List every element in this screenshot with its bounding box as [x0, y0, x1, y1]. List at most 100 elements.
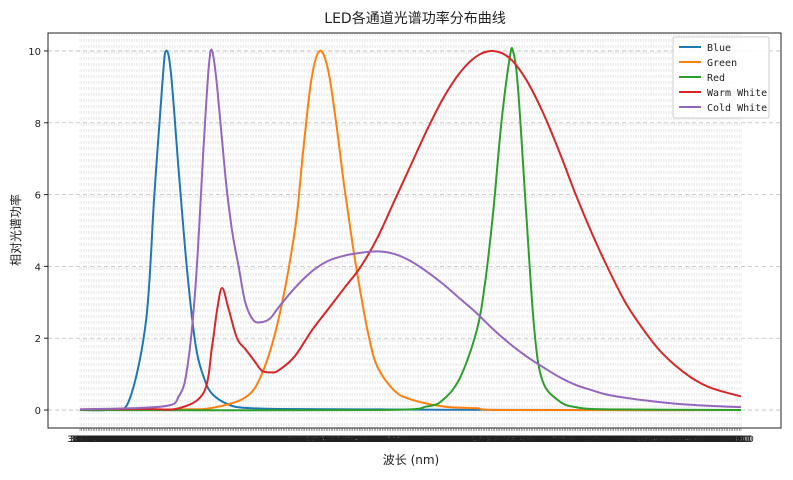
x-tick-label: 399.0 [99, 435, 125, 445]
x-tick-label: 504.0 [272, 435, 298, 445]
x-tick-label: 498.0 [262, 435, 288, 445]
y-tick-label: 6 [35, 191, 41, 202]
x-tick-label: 716.0 [622, 435, 648, 445]
x-tick-label: 465.0 [208, 435, 234, 445]
x-tick-label: 407.0 [112, 435, 138, 445]
x-tick-label: 547.0 [343, 435, 369, 445]
x-tick-label: 742.0 [665, 435, 691, 445]
x-tick-label: 643.0 [502, 435, 528, 445]
x-tick-label: 649.0 [512, 435, 538, 445]
x-tick-label: 403.0 [105, 435, 131, 445]
x-tick-label: 682.0 [566, 435, 592, 445]
x-tick-label: 653.0 [518, 435, 544, 445]
x-tick-label: 515.0 [290, 435, 316, 445]
x-tick-label: 748.0 [675, 435, 701, 445]
x-tick-label: 760.0 [695, 435, 721, 445]
x-tick-label: 721.0 [631, 435, 657, 445]
x-tick-label: 626.0 [474, 435, 500, 445]
x-tick-label: 681.0 [565, 435, 591, 445]
x-tick-label: 495.0 [257, 435, 283, 445]
x-tick-label: 677.0 [558, 435, 584, 445]
x-tick-label: 622.0 [467, 435, 493, 445]
x-tick-label: 528.0 [312, 435, 338, 445]
x-tick-label: 650.0 [513, 435, 539, 445]
x-tick-label: 469.0 [214, 435, 240, 445]
x-tick-label: 437.0 [161, 435, 187, 445]
x-tick-label: 381.0 [69, 435, 95, 445]
legend: Blue Green Red Warm White Cold White [672, 36, 770, 119]
x-tick-label: 390.0 [84, 435, 110, 445]
x-tick-label: 396.0 [94, 435, 120, 445]
x-tick-label: 480.0 [232, 435, 258, 445]
x-tick-label: 392.0 [87, 435, 113, 445]
x-tick-label: 584.0 [404, 435, 430, 445]
x-tick-label: 684.0 [569, 435, 595, 445]
x-tick-label: 550.0 [348, 435, 374, 445]
x-tick-label: 776.0 [722, 435, 748, 445]
x-tick-label: 521.0 [300, 435, 326, 445]
x-tick-label: 526.0 [308, 435, 334, 445]
x-tick-label: 452.0 [186, 435, 212, 445]
x-tick-label: 744.0 [669, 435, 695, 445]
x-tick-label: 560.0 [365, 435, 391, 445]
x-tick-label: 647.0 [508, 435, 534, 445]
x-tick-label: 765.0 [703, 435, 729, 445]
x-tick-label: 536.0 [325, 435, 351, 445]
x-tick-label: 633.0 [485, 435, 511, 445]
legend-box [672, 36, 770, 119]
x-tick-label: 441.0 [168, 435, 194, 445]
legend-label-warm-white: Warm White [707, 88, 767, 99]
x-tick-label: 519.0 [297, 435, 323, 445]
x-tick-label: 461.0 [201, 435, 227, 445]
x-tick-label: 701.0 [598, 435, 624, 445]
x-tick-label: 652.0 [517, 435, 543, 445]
x-tick-label: 750.0 [679, 435, 705, 445]
x-tick-label: 391.0 [85, 435, 111, 445]
x-tick-label: 629.0 [479, 435, 505, 445]
x-tick-label: 499.0 [264, 435, 290, 445]
x-tick-label: 688.0 [576, 435, 602, 445]
x-tick-label: 726.0 [639, 435, 665, 445]
x-tick-label: 559.0 [363, 435, 389, 445]
x-tick-label: 667.0 [541, 435, 567, 445]
x-tick-label: 405.0 [108, 435, 134, 445]
x-tick-label: 630.0 [480, 435, 506, 445]
x-tick-label: 660.0 [530, 435, 556, 445]
x-tick-label: 422.0 [137, 435, 163, 445]
x-axis-tick-labels: 380.0381.0382.0383.0384.0385.0386.0387.0… [67, 428, 754, 445]
x-tick-label: 634.0 [487, 435, 513, 445]
x-tick-label: 389.0 [82, 435, 108, 445]
x-tick-label: 732.0 [649, 435, 675, 445]
x-tick-label: 657.0 [525, 435, 551, 445]
x-tick-label: 442.0 [170, 435, 196, 445]
x-tick-label: 588.0 [411, 435, 437, 445]
x-tick-label: 632.0 [484, 435, 510, 445]
x-tick-label: 539.0 [330, 435, 356, 445]
x-tick-label: 518.0 [295, 435, 321, 445]
x-tick-label: 494.0 [256, 435, 282, 445]
x-tick-label: 412.0 [120, 435, 146, 445]
x-tick-label: 489.0 [247, 435, 273, 445]
x-tick-label: 408.0 [113, 435, 139, 445]
x-tick-label: 599.0 [429, 435, 455, 445]
x-tick-label: 484.0 [239, 435, 265, 445]
x-tick-label: 509.0 [280, 435, 306, 445]
x-tick-label: 425.0 [141, 435, 167, 445]
x-tick-label: 680.0 [563, 435, 589, 445]
x-tick-label: 440.0 [166, 435, 192, 445]
x-tick-label: 736.0 [655, 435, 681, 445]
x-tick-label: 482.0 [236, 435, 262, 445]
x-tick-label: 517.0 [294, 435, 320, 445]
x-tick-label: 463.0 [204, 435, 230, 445]
series-line-blue [79, 49, 742, 412]
x-tick-label: 586.0 [408, 435, 434, 445]
x-tick-label: 570.0 [381, 435, 407, 445]
x-tick-label: 479.0 [231, 435, 257, 445]
x-tick-label: 551.0 [350, 435, 376, 445]
x-tick-label: 569.0 [379, 435, 405, 445]
x-tick-label: 447.0 [178, 435, 204, 445]
x-tick-label: 608.0 [444, 435, 470, 445]
x-tick-label: 575.0 [389, 435, 415, 445]
x-tick-label: 542.0 [335, 435, 361, 445]
x-tick-label: 616.0 [457, 435, 483, 445]
